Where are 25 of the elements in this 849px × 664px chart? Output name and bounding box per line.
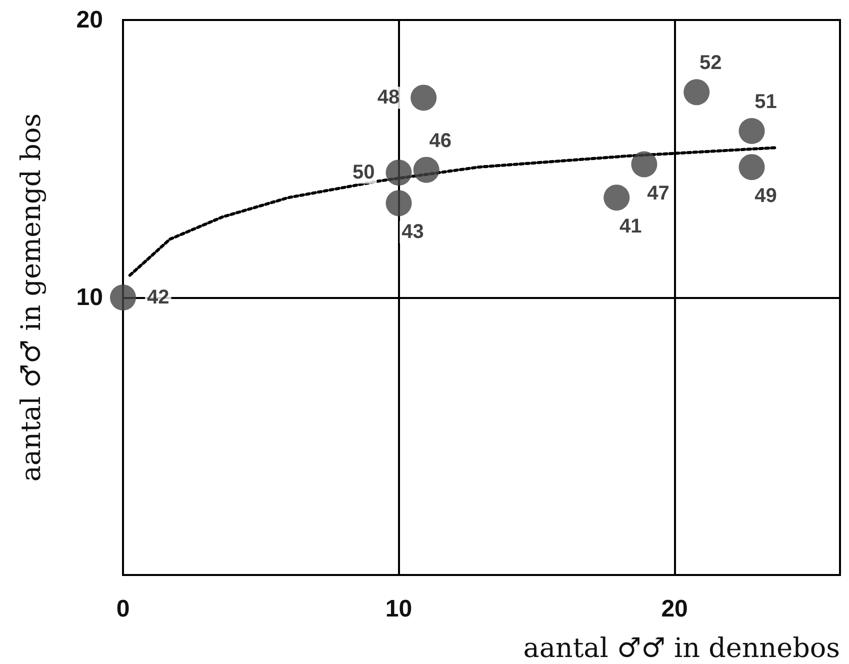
annotation: 51: [754, 91, 777, 113]
x-tick-label: 0: [116, 596, 130, 622]
point: [738, 154, 765, 180]
point: [386, 160, 412, 186]
point: [738, 118, 765, 144]
annotation: 46: [429, 130, 452, 152]
x-axis-title: aantal ♂♂ in dennebos: [523, 633, 840, 664]
annotation: 47: [647, 182, 670, 204]
point: [410, 84, 437, 111]
annotation: 50: [352, 162, 375, 184]
point: [684, 79, 710, 106]
point: [631, 151, 658, 178]
point: [386, 190, 412, 216]
point: [110, 284, 136, 310]
x-tick-label: 20: [661, 596, 688, 622]
point: [604, 184, 630, 211]
annotation: 43: [402, 221, 424, 244]
point: [413, 156, 440, 183]
x-tick-label: 10: [385, 596, 412, 622]
annotation: 41: [620, 216, 642, 238]
y-axis-title: aantal ♂♂ in gemengd bos: [16, 113, 47, 482]
annotation: 48: [377, 86, 400, 109]
annotation: 49: [754, 185, 777, 208]
annotation: 42: [147, 286, 170, 308]
annotation: 52: [699, 52, 722, 74]
